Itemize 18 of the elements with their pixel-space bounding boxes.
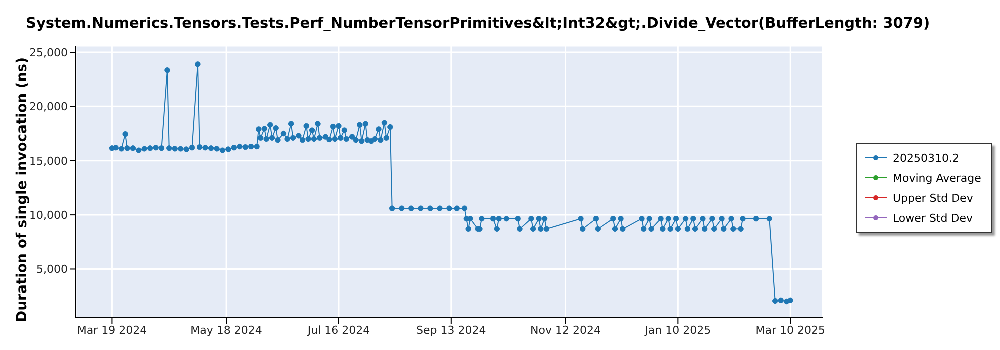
y-tick-label: 10,000 (30, 208, 68, 222)
legend-label: Lower Std Dev (893, 212, 973, 224)
x-tick-label: Sep 13 2024 (416, 324, 486, 337)
y-tick-label: 15,000 (30, 154, 68, 168)
y-tick-label: 20,000 (30, 100, 68, 114)
x-tick-label: Jan 10 2025 (644, 324, 712, 337)
x-tick-label: Nov 12 2024 (530, 324, 601, 337)
legend-label: Moving Average (893, 172, 982, 184)
x-tick-label: Mar 19 2024 (77, 324, 148, 337)
y-tick-label: 5,000 (36, 263, 68, 276)
chart-title: System.Numerics.Tensors.Tests.Perf_NumberTensorPrimitives&lt;Int32&gt;.Divide_Vector(BufferLength: 3079) (26, 16, 930, 32)
legend-label: Upper Std Dev (893, 192, 974, 204)
y-tick-label: 25,000 (30, 46, 68, 60)
x-tick-label: Mar 10 2025 (756, 324, 826, 337)
y-axis-title: Duration of single invocation (ns) (15, 57, 31, 323)
x-tick-label: May 18 2024 (190, 324, 262, 337)
x-tick-label: Jul 16 2024 (306, 324, 370, 337)
legend-label: 20250310.2 (893, 152, 960, 164)
